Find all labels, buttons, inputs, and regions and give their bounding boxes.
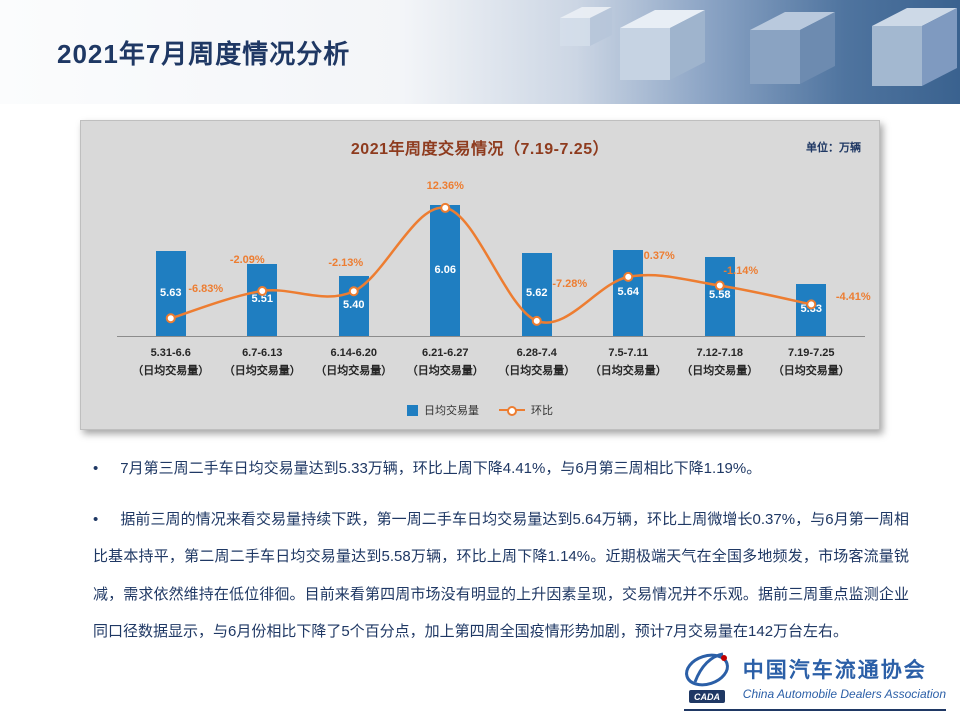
legend-label-line: 环比 bbox=[531, 405, 553, 417]
bar-value-label: 5.58 bbox=[709, 289, 731, 302]
logo-red-dot bbox=[720, 655, 727, 661]
footer-underline bbox=[684, 709, 946, 711]
pct-label: 12.36% bbox=[426, 179, 464, 192]
pct-label: 0.37% bbox=[643, 249, 675, 262]
chart-legend: 日均交易量 环比 bbox=[81, 402, 879, 418]
legend-item-bar: 日均交易量 bbox=[407, 402, 479, 418]
logo-abbr: CADA bbox=[694, 692, 720, 702]
bar-value-label: 5.64 bbox=[617, 286, 639, 299]
pct-label: -7.28% bbox=[552, 277, 588, 290]
legend-item-line: 环比 bbox=[499, 402, 553, 418]
org-name-cn: 中国汽车流通协会 bbox=[742, 658, 927, 682]
x-axis-label: 6.14-6.20 （日均交易量） bbox=[315, 347, 393, 377]
chart-area: 5.63 5.51 5.40 6.06 5.62 5.64 5.58 5.33 5.31-6.6… bbox=[81, 121, 881, 431]
paragraph-text-1: 7月第三周二手车日均交易量达到5.33万辆，环比上周下降4.41%，与6月第三周… bbox=[120, 460, 762, 477]
pct-label: -4.41% bbox=[835, 291, 871, 304]
bullet-icon: • bbox=[93, 510, 99, 528]
analysis-text: • 7月第三周二手车日均交易量达到5.33万辆，环比上周下降4.41%，与6月第三… bbox=[93, 450, 909, 664]
cada-logo-icon: CADA bbox=[684, 652, 729, 703]
bullet-paragraph-2: • 据前三周的情况来看交易量持续下跌，第一周二手车日均交易量达到5.64万辆，环比… bbox=[93, 501, 909, 651]
header-banner: 2021年7月周度情况分析 bbox=[0, 0, 960, 104]
x-axis-label: 6.21-6.27 （日均交易量） bbox=[406, 347, 484, 377]
pct-label: -6.83% bbox=[188, 283, 224, 296]
x-axis-label: 6.28-7.4 （日均交易量） bbox=[498, 347, 576, 377]
line-marker-icon bbox=[499, 406, 525, 416]
bar-value-label: 5.33 bbox=[800, 302, 822, 315]
bar-value-label: 6.06 bbox=[434, 263, 456, 276]
org-text: 中国汽车流通协会 China Automobile Dealers Associ… bbox=[743, 654, 946, 701]
x-axis-label: 5.31-6.6 （日均交易量） bbox=[132, 347, 210, 377]
x-axis-label: 7.5-7.11 （日均交易量） bbox=[589, 347, 667, 377]
chart-title: 2021年周度交易情况（7.19-7.25） bbox=[350, 141, 610, 158]
x-axis-label: 7.12-7.18 （日均交易量） bbox=[681, 347, 759, 377]
bullet-paragraph-1: • 7月第三周二手车日均交易量达到5.33万辆，环比上周下降4.41%，与6月第三… bbox=[93, 450, 909, 488]
unit-label: 单位：万辆 bbox=[806, 142, 861, 154]
org-name-en: China Automobile Dealers Association bbox=[742, 686, 946, 701]
bar-swatch-icon bbox=[407, 404, 418, 416]
chart-panel: 2021年周度交易情况（7.19-7.25） 单位：万辆 5.63 5.51 5.4… bbox=[80, 120, 880, 430]
cubes-decoration-icon bbox=[560, 7, 957, 86]
bar-value-label: 5.51 bbox=[251, 293, 273, 306]
x-axis-label: 7.19-7.25 （日均交易量） bbox=[772, 347, 850, 377]
bar-value-label: 5.40 bbox=[343, 299, 365, 312]
org-logo: CADA 中国汽车流通协会 China Automobile Dealers A… bbox=[681, 648, 946, 706]
pct-label: -2.09% bbox=[229, 254, 265, 267]
pct-label: -1.14% bbox=[723, 264, 759, 277]
page-title: 2021年7月周度情况分析 bbox=[57, 39, 351, 69]
legend-label-bar: 日均交易量 bbox=[424, 405, 479, 417]
x-axis-label: 6.7-6.13 （日均交易量） bbox=[223, 347, 301, 377]
x-axis-line bbox=[117, 336, 865, 337]
pct-label: -2.13% bbox=[328, 257, 364, 270]
bullet-icon: • bbox=[93, 460, 99, 477]
paragraph-text-2: 据前三周的情况来看交易量持续下跌，第一周二手车日均交易量达到5.64万辆，环比上… bbox=[93, 510, 909, 641]
